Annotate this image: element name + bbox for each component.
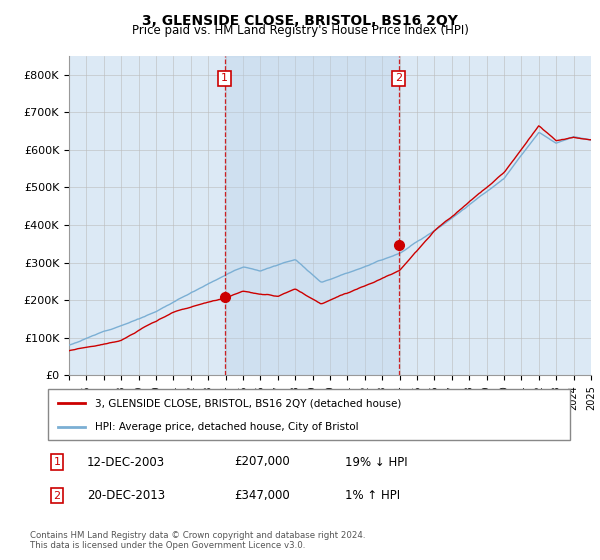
Text: 1: 1 [53,457,61,467]
Text: Contains HM Land Registry data © Crown copyright and database right 2024.
This d: Contains HM Land Registry data © Crown c… [30,531,365,550]
Text: 20-DEC-2013: 20-DEC-2013 [87,489,165,502]
Text: 3, GLENSIDE CLOSE, BRISTOL, BS16 2QY: 3, GLENSIDE CLOSE, BRISTOL, BS16 2QY [142,14,458,28]
Text: HPI: Average price, detached house, City of Bristol: HPI: Average price, detached house, City… [95,422,359,432]
Text: 2: 2 [395,73,402,83]
Text: £347,000: £347,000 [234,489,290,502]
Text: 2: 2 [53,491,61,501]
Text: £207,000: £207,000 [234,455,290,469]
Text: 3, GLENSIDE CLOSE, BRISTOL, BS16 2QY (detached house): 3, GLENSIDE CLOSE, BRISTOL, BS16 2QY (de… [95,398,401,408]
Bar [225,56,399,375]
Text: 12-DEC-2003: 12-DEC-2003 [87,455,165,469]
Text: 1: 1 [221,73,228,83]
Text: 19% ↓ HPI: 19% ↓ HPI [345,455,407,469]
FancyBboxPatch shape [48,389,570,440]
Text: Price paid vs. HM Land Registry's House Price Index (HPI): Price paid vs. HM Land Registry's House … [131,24,469,37]
Text: 1% ↑ HPI: 1% ↑ HPI [345,489,400,502]
